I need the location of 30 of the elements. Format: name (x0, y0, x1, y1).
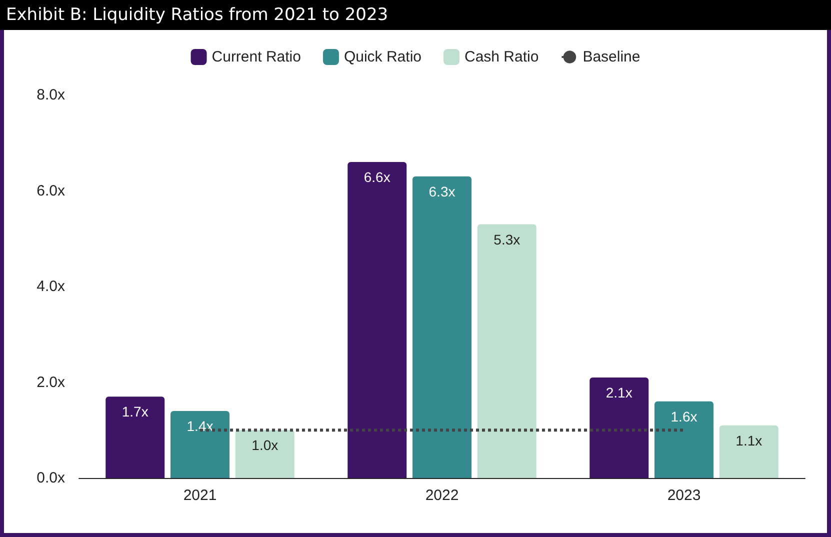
bar (590, 377, 649, 478)
bar (348, 162, 407, 478)
y-tick-label: 8.0x (36, 86, 66, 104)
x-tick-label: 2021 (183, 487, 217, 504)
y-tick-label: 2.0x (36, 374, 66, 391)
data-label: 6.6x (364, 169, 390, 186)
data-label: 1.0x (252, 437, 278, 454)
bar (477, 224, 536, 478)
y-tick-label: 6.0x (36, 182, 66, 200)
y-tick-label: 0.0x (36, 470, 66, 486)
bar (654, 401, 714, 478)
x-tick-label: 2023 (667, 487, 701, 504)
data-label: 1.6x (670, 408, 698, 424)
data-label: 6.3x (428, 183, 456, 200)
bar (106, 396, 165, 478)
legend-label: Cash Ratio (464, 48, 539, 66)
legend-label: Quick Ratio (344, 48, 422, 66)
legend-label: Baseline (582, 48, 640, 66)
legend-label: Current Ratio (212, 48, 301, 66)
data-label: 1.1x (736, 432, 762, 448)
bar (719, 425, 778, 478)
y-tick-label: 4.0x (36, 278, 66, 295)
chart-title: Exhibit B: Liquidity Ratios from 2021 to 2023 (0, 0, 831, 30)
data-label: 2.1x (606, 384, 632, 400)
bar (412, 176, 472, 478)
bar (170, 410, 230, 478)
bar (235, 430, 294, 478)
x-tick-label: 2022 (425, 487, 459, 504)
data-label: 5.3x (494, 231, 520, 248)
data-label: 1.7x (122, 404, 148, 420)
